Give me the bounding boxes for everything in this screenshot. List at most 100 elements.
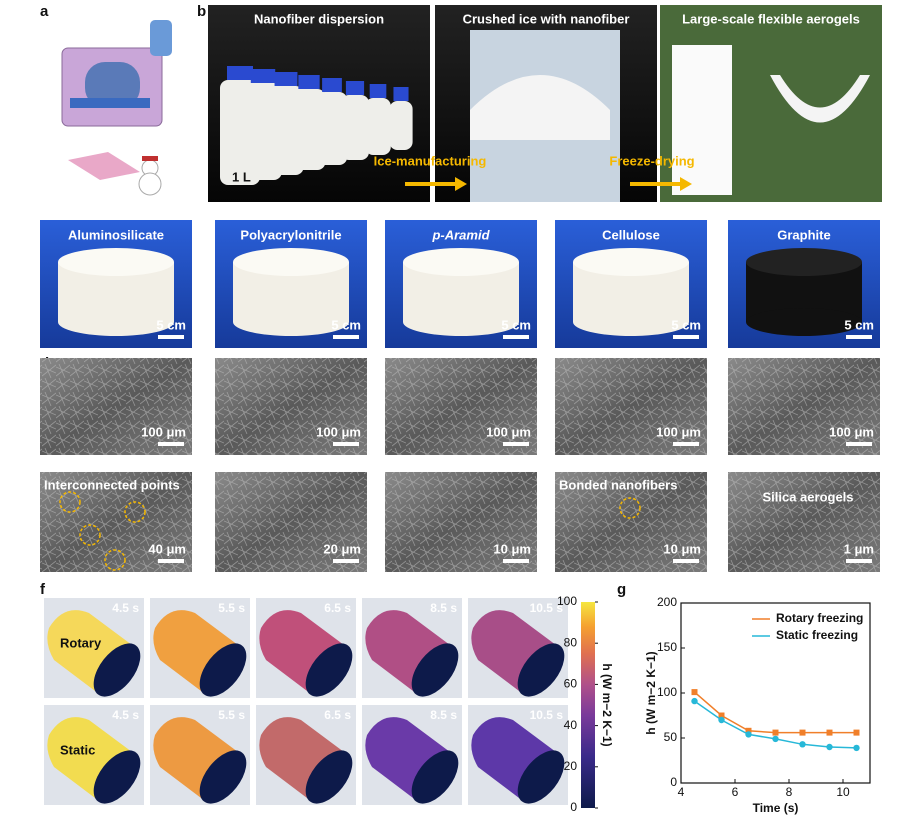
- time-label: 6.5 s: [324, 708, 351, 722]
- scale-bar: [846, 559, 872, 563]
- marker: [799, 741, 806, 748]
- time-label: 8.5 s: [430, 601, 457, 615]
- y-tick-label: 0: [670, 775, 677, 789]
- scale-bar: [503, 335, 529, 339]
- scale-label: 100 μm: [486, 424, 531, 439]
- legend-label: Static freezing: [776, 628, 858, 642]
- scale-label: 10 μm: [663, 541, 701, 556]
- aerogel-sheet: [770, 75, 870, 123]
- highlight: [59, 491, 81, 513]
- marker: [718, 712, 725, 719]
- time-label: 5.5 s: [218, 601, 245, 615]
- row-label: Static: [60, 742, 95, 757]
- sample-bottom: [573, 308, 689, 336]
- y-tick-label: 100: [657, 685, 677, 699]
- y-tick-label: 150: [657, 640, 677, 654]
- material-name: Cellulose: [602, 227, 660, 242]
- marker: [691, 697, 698, 705]
- bottle-cap: [322, 78, 342, 92]
- colorbar-tick-label: 100: [557, 594, 577, 608]
- bottle-cap: [393, 87, 409, 101]
- x-tick-label: 4: [678, 785, 685, 799]
- colorbar: [581, 602, 595, 808]
- sample-bottom: [403, 308, 519, 336]
- cylinder-end: [305, 750, 353, 804]
- photo-caption: Large-scale flexible aerogels: [682, 11, 860, 26]
- arrow: [630, 177, 692, 191]
- sample-top: [58, 248, 174, 276]
- sample-top: [233, 248, 349, 276]
- sem-texture: [555, 358, 707, 455]
- scale-bar: [158, 335, 184, 339]
- marker: [853, 729, 860, 736]
- aerogel-sheet: [672, 45, 732, 195]
- sem-texture: [385, 472, 537, 572]
- scale-bar: [673, 559, 699, 563]
- sample-top: [746, 248, 862, 276]
- y-axis-label: h (W m−2 K−1): [644, 651, 658, 734]
- bottle: [389, 101, 413, 150]
- legend-label: Rotary freezing: [776, 611, 863, 625]
- material-name: Graphite: [777, 227, 830, 242]
- sample-top: [403, 248, 519, 276]
- x-axis-label: Time (s): [753, 801, 799, 815]
- scale-bar: [158, 442, 184, 446]
- cylinder-end: [93, 750, 141, 804]
- scale-bar: [846, 335, 872, 339]
- volume-label: 1 L: [232, 169, 251, 184]
- cylinder-end: [305, 643, 353, 697]
- scale-bar: [333, 335, 359, 339]
- sample-top: [573, 248, 689, 276]
- row-label: Rotary: [60, 635, 102, 650]
- photo-caption: Crushed ice with nanofiber: [463, 11, 630, 26]
- highlight: [79, 524, 101, 546]
- time-label: 10.5 s: [530, 601, 564, 615]
- colorbar-label: h (W m−2 K−1): [600, 663, 614, 746]
- image-caption: Bonded nanofibers: [559, 477, 677, 492]
- sample-bottom: [58, 308, 174, 336]
- highlight: [104, 549, 126, 571]
- scale-bar: [333, 442, 359, 446]
- scale-label: 5 cm: [844, 317, 874, 332]
- x-tick-label: 8: [786, 785, 793, 799]
- marker: [853, 744, 860, 752]
- image-caption: Interconnected points: [44, 477, 180, 492]
- scale-bar: [503, 559, 529, 563]
- marker: [826, 729, 833, 736]
- bottle-cap: [369, 84, 387, 98]
- bottle-cap: [250, 69, 276, 83]
- cylinder-end: [411, 750, 459, 804]
- colorbar-tick-label: 20: [564, 759, 578, 773]
- cylinder-end: [93, 643, 141, 697]
- scale-label: 5 cm: [501, 317, 531, 332]
- cylinder-end: [411, 643, 459, 697]
- scale-bar: [673, 442, 699, 446]
- highlight: [619, 497, 641, 519]
- sem-texture: [385, 358, 537, 455]
- colorbar-tick-label: 0: [570, 800, 577, 814]
- scale-label: 100 μm: [316, 424, 361, 439]
- colorbar-tick-label: 40: [564, 718, 578, 732]
- scale-bar: [158, 559, 184, 563]
- sem-texture: [215, 472, 367, 572]
- sem-texture: [40, 358, 192, 455]
- series-line: [694, 691, 857, 734]
- panel-letter: g: [617, 581, 626, 598]
- marker: [772, 735, 779, 743]
- material-name: Aluminosilicate: [68, 227, 164, 242]
- bottle: [365, 98, 391, 155]
- sem-texture: [215, 358, 367, 455]
- x-tick-label: 6: [732, 785, 739, 799]
- marker: [826, 743, 833, 751]
- time-label: 4.5 s: [112, 601, 139, 615]
- cylinder-end: [199, 750, 247, 804]
- scale-label: 5 cm: [331, 317, 361, 332]
- scale-label: 100 μm: [141, 424, 186, 439]
- y-tick-label: 200: [657, 595, 677, 609]
- scale-label: 10 μm: [493, 541, 531, 556]
- bottle: [341, 95, 369, 160]
- cylinder-end: [517, 643, 565, 697]
- illustration: [61, 20, 172, 196]
- marker: [745, 731, 752, 738]
- colorbar-tick-label: 80: [564, 635, 578, 649]
